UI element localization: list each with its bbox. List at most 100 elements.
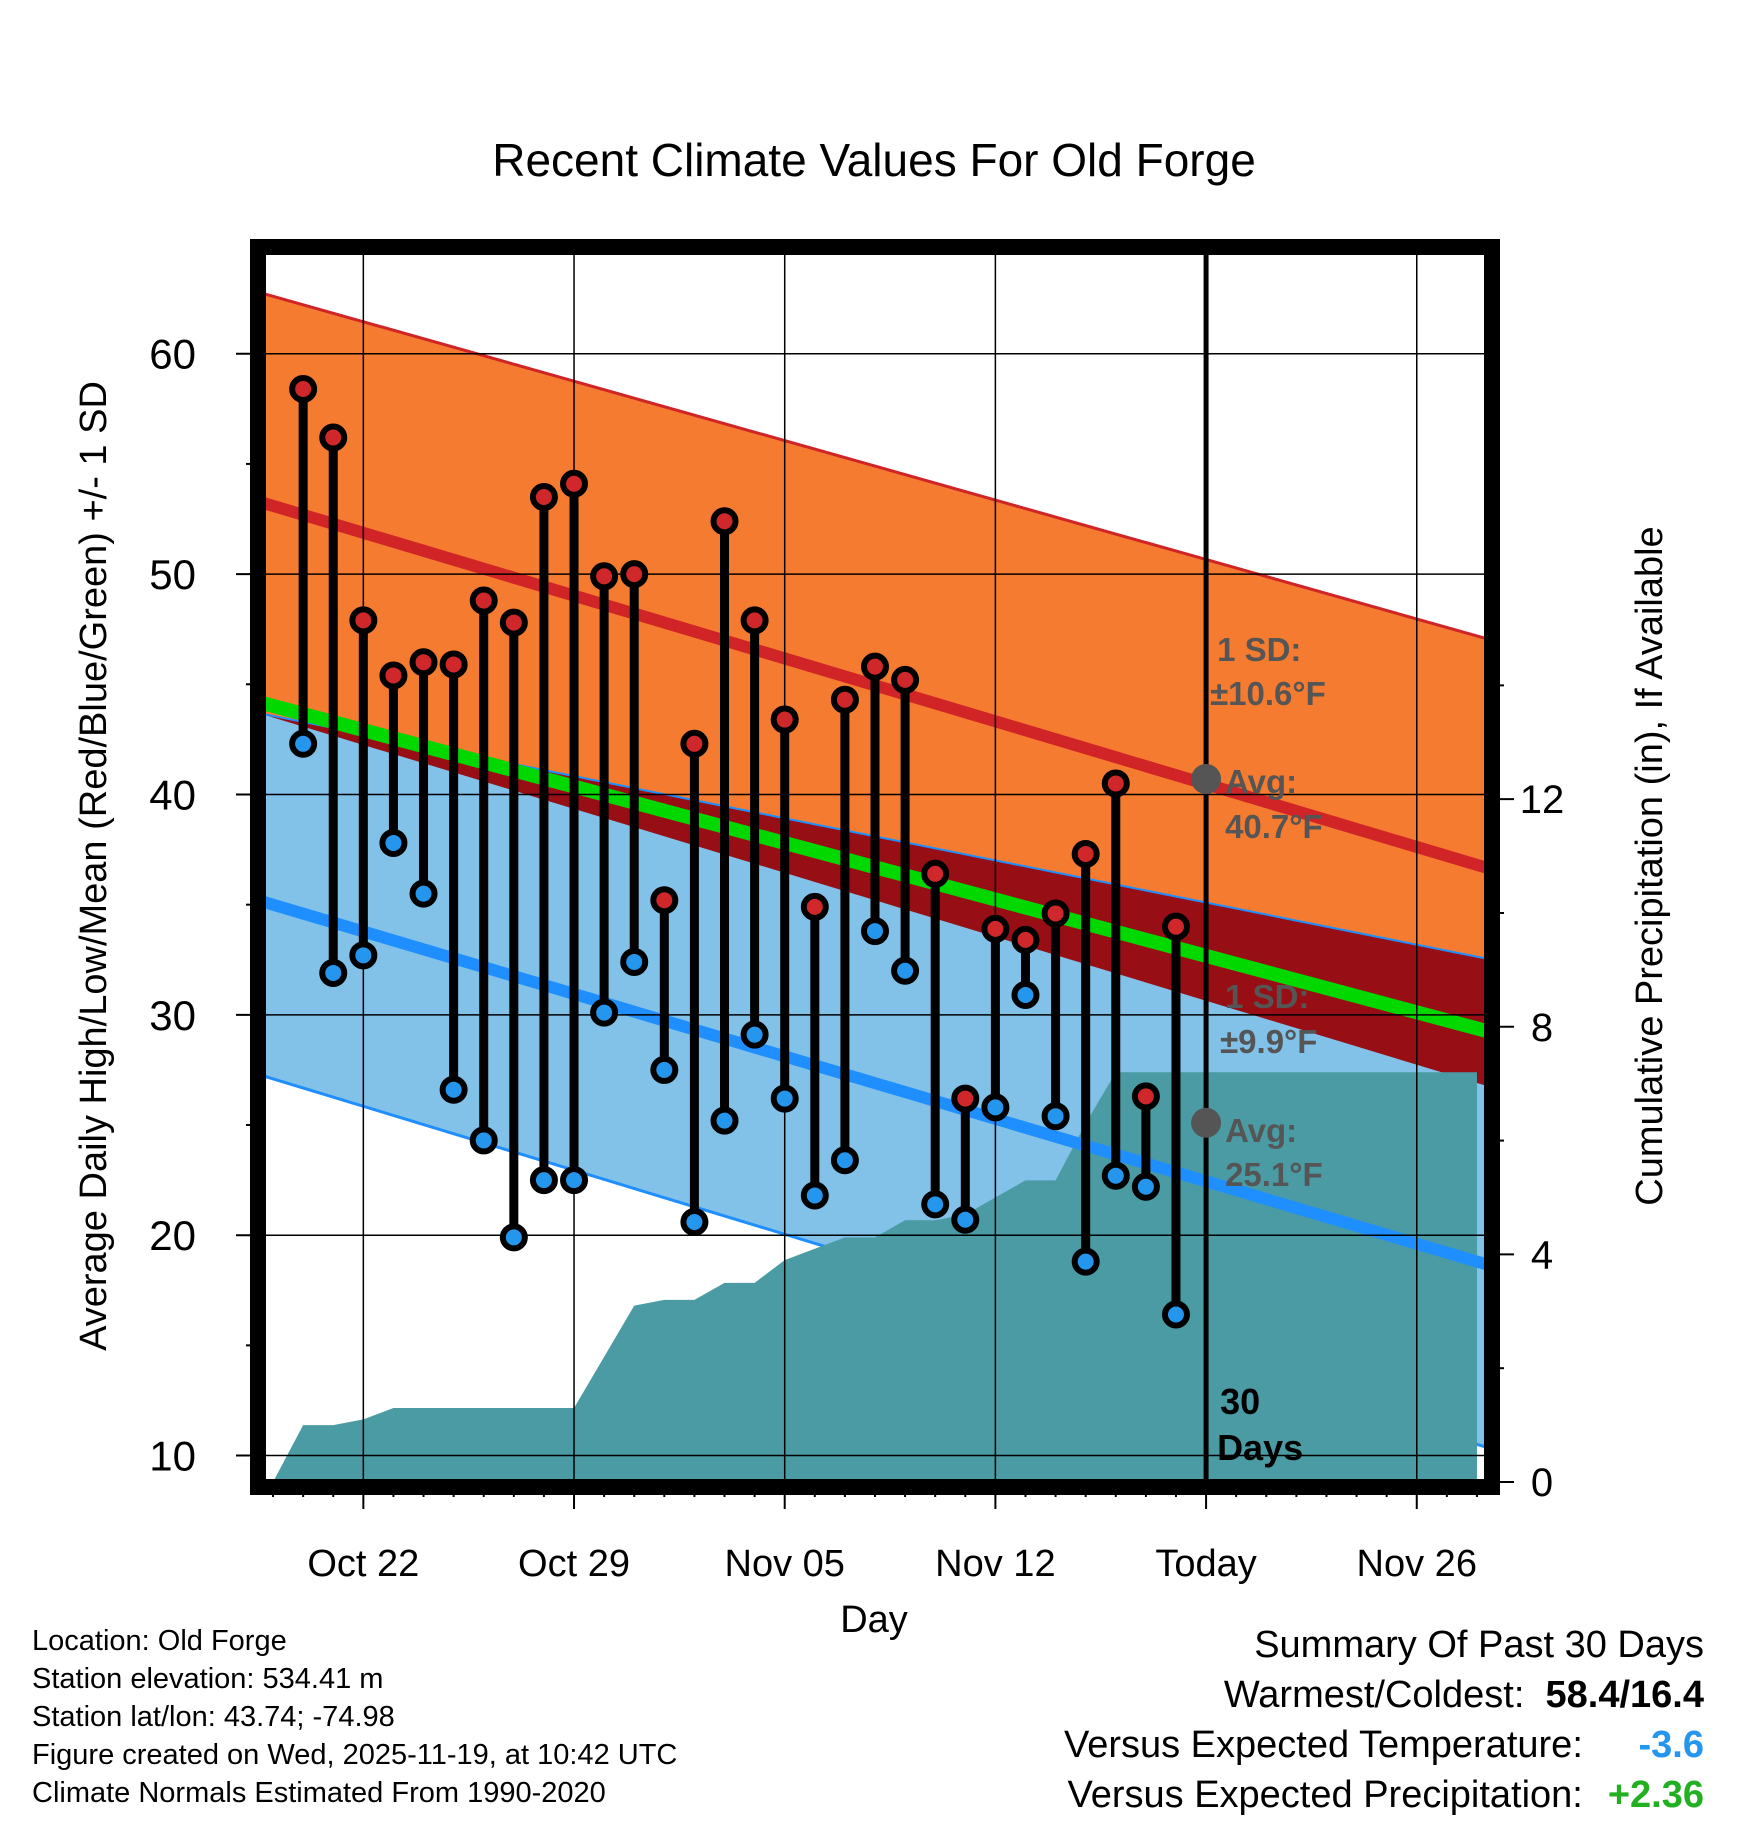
- observed-low-point: [830, 1146, 859, 1175]
- normal-low-line: [256, 894, 1494, 1272]
- x-tick-label: Nov 12: [935, 1543, 1055, 1585]
- high-plus-sd-line: [257, 290, 1493, 642]
- x-axis-label: Day: [840, 1599, 908, 1641]
- observed-high-point: [710, 507, 739, 536]
- observed-high-point: [770, 705, 799, 734]
- today-high-avg-marker: [1191, 764, 1222, 795]
- observed-low-point: [590, 998, 619, 1027]
- axes: 10 20 30 40 50 60 0 4 8 12 Oct 22 Oct 29 Nov 05 Nov 1…: [149, 239, 1564, 1585]
- observed-low-point: [319, 958, 348, 987]
- observed-low-point: [650, 1055, 679, 1084]
- observed-high-point: [1161, 912, 1190, 941]
- observed-high-point: [620, 560, 649, 589]
- observed-high-point: [1101, 769, 1130, 798]
- observed-low-point: [499, 1223, 528, 1252]
- observed-low-point: [289, 729, 318, 758]
- low-avg-label: Avg:: [1225, 1112, 1297, 1149]
- low-sd-label: 1 SD:: [1225, 978, 1309, 1015]
- precip-value: +2.36: [1607, 1774, 1704, 1816]
- observed-low-point: [710, 1106, 739, 1135]
- observed-high-point: [439, 650, 468, 679]
- x-tick-label: Oct 29: [518, 1543, 630, 1585]
- observed-low-point: [560, 1166, 589, 1195]
- observed-high-point: [289, 374, 318, 403]
- today-days-label-2: Days: [1217, 1427, 1303, 1468]
- warmest-row: Warmest/Coldest: 58.4/16.4: [1064, 1670, 1704, 1720]
- observed-low-point: [529, 1166, 558, 1195]
- observed-low-point: [770, 1084, 799, 1113]
- chart-title: Recent Climate Values For Old Forge: [492, 134, 1256, 186]
- observed-high-point: [1131, 1082, 1160, 1111]
- warmest-value: 58.4/16.4: [1545, 1674, 1704, 1716]
- observed-high-point: [409, 648, 438, 677]
- temp-value: -3.6: [1638, 1724, 1704, 1766]
- observed-low-point: [1101, 1161, 1130, 1190]
- observed-high-point: [981, 914, 1010, 943]
- left-tick-label: 60: [149, 331, 196, 378]
- x-tick-label: Nov 05: [725, 1543, 845, 1585]
- observed-high-point: [499, 608, 528, 637]
- elevation-text: Station elevation: 534.41 m: [32, 1663, 384, 1695]
- observed-low-point: [680, 1207, 709, 1236]
- temp-label: Versus Expected Temperature:: [1063, 1724, 1583, 1766]
- precip-label: Versus Expected Precipitation:: [1067, 1774, 1583, 1816]
- observed-high-point: [349, 606, 378, 635]
- temp-row: Versus Expected Temperature: -3.6: [1064, 1720, 1704, 1770]
- x-tick-label: Nov 26: [1357, 1543, 1477, 1585]
- observed-low-point: [891, 956, 920, 985]
- observed-low-point: [439, 1075, 468, 1104]
- observed-high-point: [379, 661, 408, 690]
- observed-low-point: [1071, 1247, 1100, 1276]
- location-text: Location: Old Forge: [32, 1625, 287, 1657]
- observed-high-point: [650, 886, 679, 915]
- observed-low-point: [981, 1093, 1010, 1122]
- observed-low-point: [1011, 980, 1040, 1009]
- today-low-avg-marker: [1191, 1107, 1222, 1138]
- normals-text: Climate Normals Estimated From 1990-2020: [32, 1777, 606, 1809]
- low-sd-value: ±9.9°F: [1220, 1023, 1317, 1060]
- high-avg-value: 40.7°F: [1225, 808, 1323, 845]
- observed-high-point: [861, 652, 889, 681]
- observed-high-point: [529, 482, 558, 511]
- left-tick-label: 50: [149, 551, 196, 598]
- observed-low-point: [1161, 1300, 1190, 1329]
- observed-low-point: [921, 1190, 950, 1219]
- observed-high-point: [680, 729, 709, 758]
- observed-low-point: [409, 879, 438, 908]
- observed-low-point: [800, 1181, 829, 1210]
- today-days-label: 30: [1220, 1381, 1260, 1422]
- plot-area: 1 SD: ±10.6°F Avg: 40.7°F 1 SD: ±9.9°F Avg: 25.…: [256, 247, 1494, 1487]
- observed-low-point: [1041, 1102, 1070, 1131]
- observed-low-point: [349, 941, 378, 970]
- station-info: Location: Old Forge Station elevation: 5…: [32, 1622, 677, 1812]
- left-tick-label: 20: [149, 1212, 196, 1259]
- left-tick-label: 10: [149, 1433, 196, 1480]
- observed-low-point: [1131, 1172, 1160, 1201]
- observed-low-point: [740, 1020, 769, 1049]
- right-tick-label: 8: [1531, 1006, 1553, 1050]
- left-tick-label: 30: [149, 992, 196, 1039]
- y-axis-right-label: Cumulative Precipitation (in), If Availa…: [1629, 526, 1671, 1205]
- observed-high-point: [800, 892, 829, 921]
- observed-high-point: [740, 606, 769, 635]
- left-tick-label: 40: [149, 771, 196, 818]
- low-avg-value: 25.1°F: [1225, 1156, 1323, 1193]
- observed-high-point: [469, 586, 498, 615]
- observed-high-point: [590, 562, 619, 591]
- observed-high-point: [1011, 925, 1040, 954]
- observed-low-point: [620, 947, 649, 976]
- observed-high-point: [1041, 899, 1070, 928]
- observed-high-point: [319, 423, 348, 452]
- observed-high-point: [560, 469, 589, 498]
- warmest-label: Warmest/Coldest:: [1223, 1674, 1525, 1716]
- observed-high-point: [1071, 839, 1100, 868]
- high-sd-value: ±10.6°F: [1210, 675, 1326, 712]
- summary-panel: Summary Of Past 30 Days Warmest/Coldest:…: [1064, 1620, 1704, 1820]
- precip-row: Versus Expected Precipitation: +2.36: [1064, 1770, 1704, 1820]
- observed-high-point: [891, 665, 920, 694]
- created-text: Figure created on Wed, 2025-11-19, at 10…: [32, 1739, 678, 1771]
- y-axis-left-label: Average Daily High/Low/Mean (Red/Blue/Gr…: [73, 381, 115, 1351]
- right-tick-label: 4: [1531, 1233, 1553, 1277]
- x-tick-label: Today: [1155, 1543, 1256, 1585]
